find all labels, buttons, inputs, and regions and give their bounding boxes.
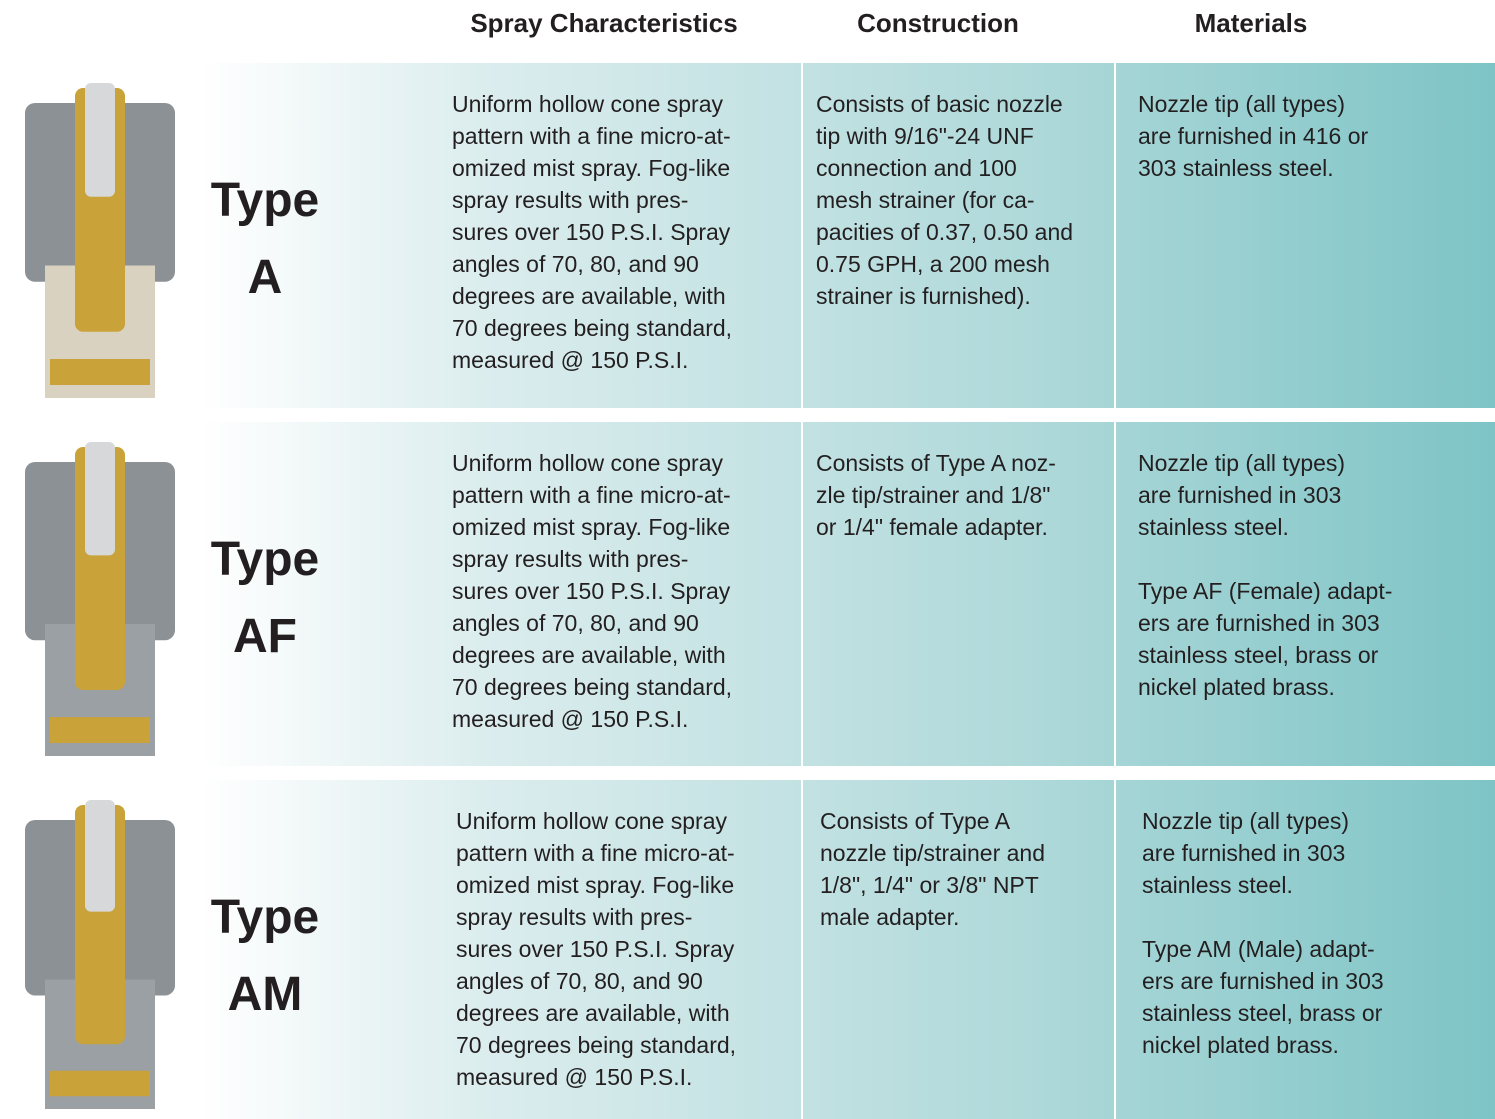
materials-text: stainless steel. bbox=[1142, 872, 1293, 898]
materials-text: Type AM (Male) adapt- bbox=[1142, 936, 1375, 962]
type-label: Type bbox=[210, 533, 320, 586]
materials-text: ers are furnished in 303 bbox=[1142, 968, 1384, 994]
column-separator bbox=[801, 780, 803, 1119]
type-label: AF bbox=[233, 610, 297, 663]
type-label: A bbox=[247, 251, 283, 304]
spray-text: degrees are available, with bbox=[456, 1000, 730, 1026]
nozzle-image bbox=[25, 800, 175, 1109]
spray-text: angles of 70, 80, and 90 bbox=[456, 968, 703, 994]
column-header: Construction bbox=[857, 8, 1019, 38]
construction-text: 1/8", 1/4" or 3/8" NPT bbox=[820, 872, 1039, 898]
nozzle-part bbox=[50, 717, 150, 744]
materials-text: are furnished in 303 bbox=[1138, 482, 1342, 508]
spray-text: spray results with pres- bbox=[452, 546, 689, 572]
column-separator bbox=[1114, 422, 1116, 766]
spray-text: measured @ 150 P.S.I. bbox=[452, 706, 689, 732]
materials-text: Nozzle tip (all types) bbox=[1138, 91, 1346, 117]
materials-text: are furnished in 416 or bbox=[1138, 123, 1369, 149]
materials-text: stainless steel. bbox=[1138, 514, 1289, 540]
construction-text: Consists of Type A noz- bbox=[816, 450, 1056, 476]
spray-text: sures over 150 P.S.I. Spray bbox=[456, 936, 735, 962]
column-separator bbox=[1114, 780, 1116, 1119]
type-label: Type bbox=[210, 174, 320, 227]
materials-text: stainless steel, brass or bbox=[1142, 1000, 1383, 1026]
type-label: Type bbox=[210, 891, 320, 944]
spray-text: Uniform hollow cone spray bbox=[452, 91, 724, 117]
construction-text: tip with 9/16"-24 UNF bbox=[816, 123, 1034, 149]
spray-text: angles of 70, 80, and 90 bbox=[452, 251, 699, 277]
spray-text: pattern with a fine micro-at- bbox=[452, 482, 731, 508]
spray-text: omized mist spray. Fog-like bbox=[452, 155, 731, 181]
materials-text: stainless steel, brass or bbox=[1138, 642, 1379, 668]
spray-text: omized mist spray. Fog-like bbox=[452, 514, 731, 540]
construction-text: strainer is furnished). bbox=[816, 283, 1031, 309]
column-separator bbox=[1114, 63, 1116, 408]
materials-text: ers are furnished in 303 bbox=[1138, 610, 1380, 636]
type-label: AM bbox=[227, 968, 303, 1021]
construction-text: zle tip/strainer and 1/8" bbox=[816, 482, 1051, 508]
materials-text: 303 stainless steel. bbox=[1138, 155, 1334, 181]
spray-text: Uniform hollow cone spray bbox=[456, 808, 728, 834]
spray-text: pattern with a fine micro-at- bbox=[456, 840, 735, 866]
construction-text: connection and 100 bbox=[816, 155, 1017, 181]
nozzle-image bbox=[25, 442, 175, 756]
spray-text: measured @ 150 P.S.I. bbox=[456, 1064, 693, 1090]
spray-text: 70 degrees being standard, bbox=[452, 674, 733, 700]
table-row: Type AM Uniform hollow cone spray pattern w… bbox=[0, 780, 1495, 1119]
construction-text: mesh strainer (for ca- bbox=[816, 187, 1035, 213]
spray-text: Uniform hollow cone spray bbox=[452, 450, 724, 476]
column-separator bbox=[801, 63, 803, 408]
nozzle-part bbox=[85, 442, 115, 556]
spray-text: 70 degrees being standard, bbox=[452, 315, 733, 341]
nozzle-part bbox=[85, 83, 115, 197]
spray-text: degrees are available, with bbox=[452, 283, 726, 309]
materials-text: nickel plated brass. bbox=[1138, 674, 1335, 700]
spray-text: angles of 70, 80, and 90 bbox=[452, 610, 699, 636]
nozzle-part bbox=[50, 1070, 150, 1097]
construction-text: Consists of Type A bbox=[820, 808, 1011, 834]
spray-text: measured @ 150 P.S.I. bbox=[452, 347, 689, 373]
construction-text: male adapter. bbox=[820, 904, 960, 930]
materials-text: Nozzle tip (all types) bbox=[1142, 808, 1350, 834]
column-separator bbox=[801, 422, 803, 766]
construction-text: or 1/4" female adapter. bbox=[816, 514, 1048, 540]
materials-text: Nozzle tip (all types) bbox=[1138, 450, 1346, 476]
column-header: Spray Characteristics bbox=[470, 8, 738, 38]
spray-text: pattern with a fine micro-at- bbox=[452, 123, 731, 149]
nozzle-part bbox=[50, 359, 150, 385]
spray-text: 70 degrees being standard, bbox=[456, 1032, 737, 1058]
construction-text: nozzle tip/strainer and bbox=[820, 840, 1046, 866]
materials-text: are furnished in 303 bbox=[1142, 840, 1346, 866]
construction-text: Consists of basic nozzle bbox=[816, 91, 1063, 117]
nozzle-image bbox=[25, 83, 175, 398]
construction-text: pacities of 0.37, 0.50 and bbox=[816, 219, 1074, 245]
materials-text: nickel plated brass. bbox=[1142, 1032, 1339, 1058]
nozzle-part bbox=[85, 800, 115, 912]
construction-text: 0.75 GPH, a 200 mesh bbox=[816, 251, 1050, 277]
column-header: Materials bbox=[1194, 8, 1308, 38]
table-row: Type AF Uniform hollow cone spray pattern w… bbox=[0, 422, 1495, 766]
spray-text: sures over 150 P.S.I. Spray bbox=[452, 219, 731, 245]
spray-text: spray results with pres- bbox=[452, 187, 689, 213]
spray-text: spray results with pres- bbox=[456, 904, 693, 930]
spray-text: omized mist spray. Fog-like bbox=[456, 872, 735, 898]
materials-text: Type AF (Female) adapt- bbox=[1138, 578, 1393, 604]
table-row: Type A Uniform hollow cone spray pattern wi… bbox=[0, 63, 1495, 408]
spray-text: degrees are available, with bbox=[452, 642, 726, 668]
spray-text: sures over 150 P.S.I. Spray bbox=[452, 578, 731, 604]
